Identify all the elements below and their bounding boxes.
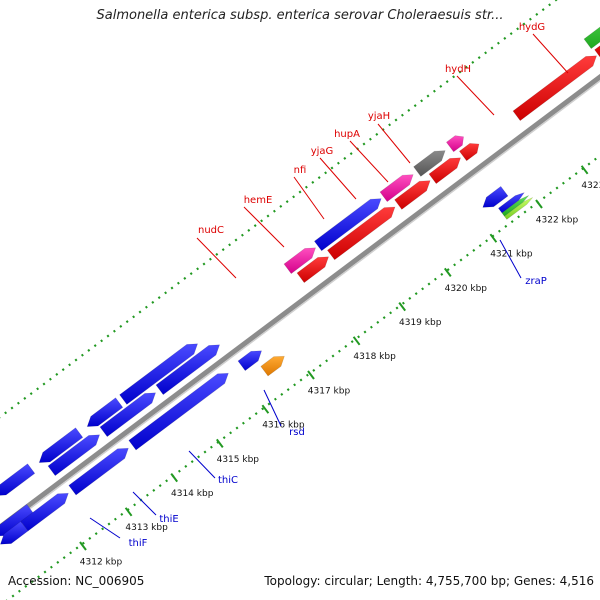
tick-label: 4315 kbp bbox=[217, 455, 260, 465]
gene-blue-h bbox=[119, 343, 199, 405]
label-leader-bottom bbox=[188, 450, 216, 479]
tick-mark bbox=[307, 370, 315, 380]
backbone-line bbox=[0, 73, 600, 531]
tick-label: 4323 kbp bbox=[581, 181, 600, 191]
gene-blue-z1 bbox=[482, 185, 509, 208]
tick-label: 4312 kbp bbox=[80, 557, 123, 567]
gene-green-1 bbox=[583, 26, 600, 50]
gene-green-z bbox=[501, 195, 530, 217]
tick-label: 4317 kbp bbox=[308, 386, 351, 396]
tick-mark bbox=[170, 473, 178, 483]
genome-backbone bbox=[0, 73, 600, 532]
tick-mark bbox=[352, 336, 361, 346]
gene-pink-2 bbox=[379, 174, 414, 203]
tick-mark bbox=[79, 541, 87, 551]
tick-label: 4316 kbp bbox=[262, 421, 305, 431]
accession-label: Accession: NC_006905 bbox=[8, 574, 145, 588]
label-leader-bottom bbox=[263, 389, 282, 427]
dotted-track-inner bbox=[5, 154, 600, 600]
gene-blue-l4 bbox=[128, 372, 229, 451]
gene-blue-d bbox=[155, 344, 221, 396]
gene-label-top: nudC bbox=[198, 225, 224, 236]
label-leader-bottom bbox=[132, 491, 157, 516]
label-leader-bottom bbox=[89, 517, 121, 539]
label-leader-top bbox=[349, 140, 389, 183]
gene-blue-l2 bbox=[20, 492, 69, 532]
tick-label: 4314 kbp bbox=[171, 489, 214, 499]
tick-label: 4319 kbp bbox=[399, 318, 442, 328]
gene-red-7 bbox=[594, 45, 600, 58]
tick-mark bbox=[261, 404, 270, 414]
tick-label: 4320 kbp bbox=[445, 284, 488, 294]
tick-label: 4322 kbp bbox=[536, 215, 579, 225]
gene-blue-1 bbox=[313, 198, 382, 252]
gene-blue-rsd bbox=[237, 350, 263, 372]
gene-label-bottom: zraP bbox=[525, 276, 547, 287]
gene-label-top: hemE bbox=[244, 195, 273, 206]
gene-label-bottom: rsd bbox=[289, 427, 305, 438]
gene-blue-l1 bbox=[0, 520, 29, 545]
backbone-edge bbox=[0, 80, 600, 532]
label-leader-bottom bbox=[499, 239, 522, 279]
tick-mark bbox=[216, 438, 224, 448]
gene-features bbox=[0, 26, 600, 545]
gene-label-top: yjaG bbox=[311, 146, 334, 157]
tick-mark bbox=[398, 302, 407, 312]
gene-red-1 bbox=[296, 256, 330, 284]
tick-label: 4313 kbp bbox=[125, 523, 168, 533]
gene-blue-g bbox=[86, 397, 124, 427]
gene-red-3 bbox=[394, 180, 431, 210]
tick-mark bbox=[580, 165, 589, 175]
tick-label: 4321 kbp bbox=[490, 250, 533, 260]
gene-blue-e bbox=[0, 463, 36, 496]
tick-marks: 4312 kbp 4313 kbp 4314 kbp 4315 kbp 4316 kbp… bbox=[79, 165, 600, 567]
gene-lime-z bbox=[503, 197, 534, 220]
tick-label: 4318 kbp bbox=[353, 352, 396, 362]
label-leader-top bbox=[532, 33, 569, 74]
gene-pink-1 bbox=[283, 247, 317, 275]
gene-red-2 bbox=[326, 206, 396, 261]
label-leader-top bbox=[319, 157, 357, 200]
gene-blue-c bbox=[99, 392, 157, 438]
gene-blue-z2 bbox=[497, 192, 525, 214]
gene-red-4 bbox=[428, 157, 462, 185]
gene-blue-f bbox=[38, 427, 84, 463]
gene-label-top: nfi bbox=[294, 165, 307, 176]
label-leader-top bbox=[456, 75, 495, 116]
gene-label-bottom: thiE bbox=[159, 514, 178, 525]
gene-label-top: hydG bbox=[519, 22, 545, 33]
gene-label-top: hydH bbox=[445, 64, 471, 75]
label-leader-top bbox=[293, 176, 325, 220]
gene-pink-3 bbox=[445, 135, 464, 153]
gene-red-5 bbox=[458, 143, 480, 162]
gene-label-top: yjaH bbox=[368, 111, 390, 122]
gene-orange-1 bbox=[260, 355, 285, 377]
tick-mark bbox=[535, 199, 543, 209]
dotted-track-outer bbox=[0, 0, 558, 419]
gene-label-top: hupA bbox=[334, 129, 360, 140]
gene-label-bottom: thiC bbox=[218, 475, 238, 486]
tick-mark bbox=[443, 267, 452, 277]
gene-label-bottom: thiF bbox=[129, 538, 148, 549]
genome-stats-label: Topology: circular; Length: 4,755,700 bp… bbox=[264, 574, 594, 588]
label-leader-top bbox=[377, 123, 411, 164]
map-title: Salmonella enterica subsp. enterica sero… bbox=[96, 8, 504, 23]
gene-gray-1 bbox=[413, 150, 446, 177]
label-leader-top bbox=[243, 206, 285, 248]
gene-red-6 bbox=[512, 55, 598, 122]
tick-mark bbox=[489, 233, 498, 243]
gene-blue-b bbox=[47, 434, 101, 477]
tick-mark bbox=[124, 507, 133, 517]
gene-blue-l3 bbox=[68, 447, 129, 496]
label-leader-top bbox=[196, 237, 237, 279]
